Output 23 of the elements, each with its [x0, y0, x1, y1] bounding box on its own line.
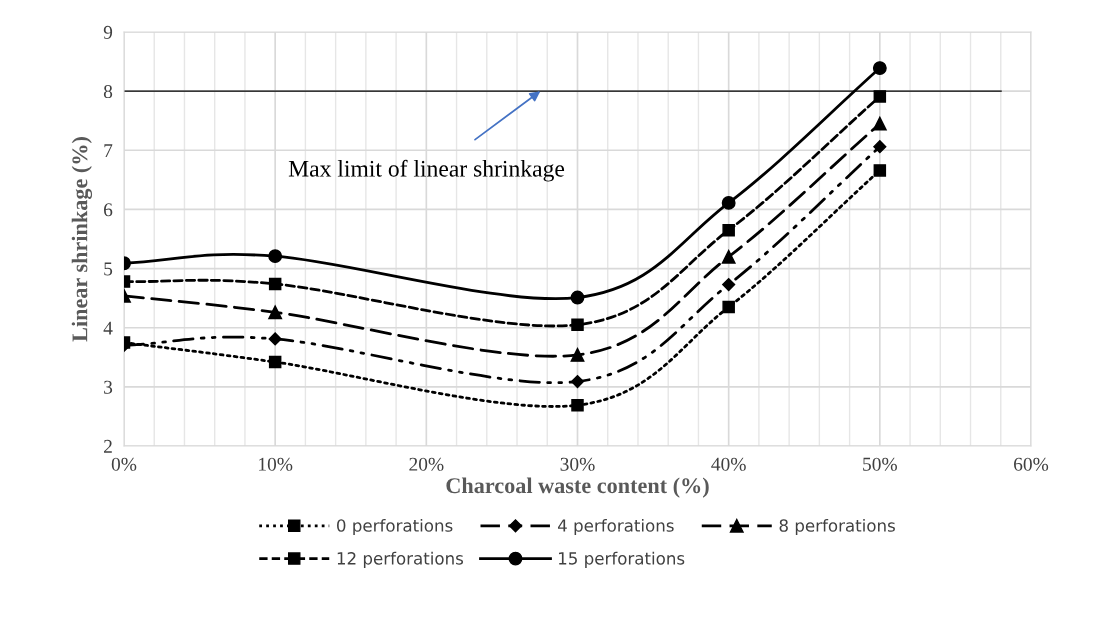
legend-label: 15 perforations [559, 551, 685, 568]
legend-label: 4 perforations [557, 518, 674, 536]
x-tick-label: 60% [1014, 457, 1049, 471]
x-tick-label: 20% [409, 457, 444, 471]
legend-label: 8 perforations [779, 518, 895, 536]
y-tick-label: 3 [104, 380, 113, 394]
x-tick-label: 50% [863, 457, 897, 471]
legend-label: 0 perforations [337, 518, 453, 536]
y-tick-label: 4 [103, 321, 113, 335]
y-tick-label: 6 [104, 203, 113, 217]
y-tick-label: 2 [104, 439, 112, 453]
y-tick-label: 7 [104, 144, 113, 158]
x-tick-label: 30% [560, 457, 595, 471]
legend-label: 12 perforations [337, 551, 464, 568]
x-tick-label: 10% [259, 457, 293, 471]
x-tick-label: 0% [111, 457, 137, 471]
x-axis-title: Charcoal waste content (%) [446, 477, 709, 498]
ref-line-label: Max limit of linear shrinkage [288, 159, 565, 182]
y-tick-label: 9 [103, 25, 113, 39]
y-tick-label: 8 [103, 84, 113, 99]
y-tick-label: 5 [104, 262, 113, 276]
y-axis-title: Linear shrinkage (%) [71, 137, 93, 342]
x-tick-label: 40% [711, 457, 746, 471]
